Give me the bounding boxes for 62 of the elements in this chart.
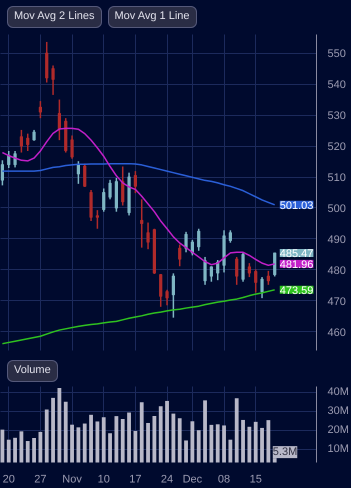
y-tick-label: 550 [328,48,346,60]
candlestick [70,134,74,160]
candlestick [32,129,36,142]
y-tick-label: 20M [328,424,349,436]
line-series [2,162,276,206]
candlestick [96,209,99,230]
candlestick [266,270,270,286]
candlestick [235,256,238,286]
y-tick-label: 530 [328,110,346,122]
candlestick [0,160,4,186]
x-tick-label: Dec [182,474,203,486]
candlestick [216,259,220,281]
y-tick-label: 460 [328,326,346,339]
candlestick [248,262,251,278]
data-label: 481.96 [280,258,314,271]
candlestick [83,162,86,188]
y-tick-label: 510 [328,172,346,184]
x-tick-label: 15 [250,474,262,486]
data-label: 501.03 [280,200,314,212]
candlestick [26,132,30,152]
y-tick-label: 40M [328,386,349,398]
x-tick-label: 20 [2,474,15,486]
x-tick-label: 08 [218,474,230,486]
text: Mov Avg 1 Line [108,6,197,28]
text: 485.47 [280,248,314,260]
y-tick-label: 10M [328,443,349,456]
x-tick-label: 17 [129,474,142,486]
chart-title: Volume [7,360,58,382]
data-label: 5.3M [272,446,298,458]
y-tick-label: 520 [328,141,346,154]
x-tick-label: 24 [160,474,174,486]
candlestick [20,129,24,154]
y-tick-label: 500 [328,202,346,215]
candlestick [260,276,264,299]
candlestick [140,198,144,248]
data-label: 473.59 [280,284,314,297]
candlestick [108,179,112,200]
y-tick-label: 470 [328,296,346,308]
y-tick-label: 480 [328,264,346,277]
y-tick-label: 30M [328,405,349,418]
candlestick [210,265,213,282]
candlestick [102,188,106,212]
x-tick-label: 27 [34,474,47,486]
candlestick [254,268,258,294]
candlestick [51,64,55,96]
text: Mov Avg 2 Lines [7,6,102,28]
candlestick [146,222,150,250]
candlestick [165,289,169,306]
candlestick [7,150,10,169]
y-tick-label: 490 [328,234,346,246]
x-tick-label: Nov [62,474,82,486]
candlestick [159,273,162,308]
candlestick [121,166,124,206]
candlestick [134,170,137,194]
candlestick [178,244,182,267]
y-tick-label: 540 [328,79,346,92]
candlestick [273,252,276,278]
x-tick-label: 10 [98,474,110,486]
candlestick [197,228,200,252]
candlestick [172,272,175,318]
candlestick [38,100,42,119]
candlestick [228,230,232,244]
